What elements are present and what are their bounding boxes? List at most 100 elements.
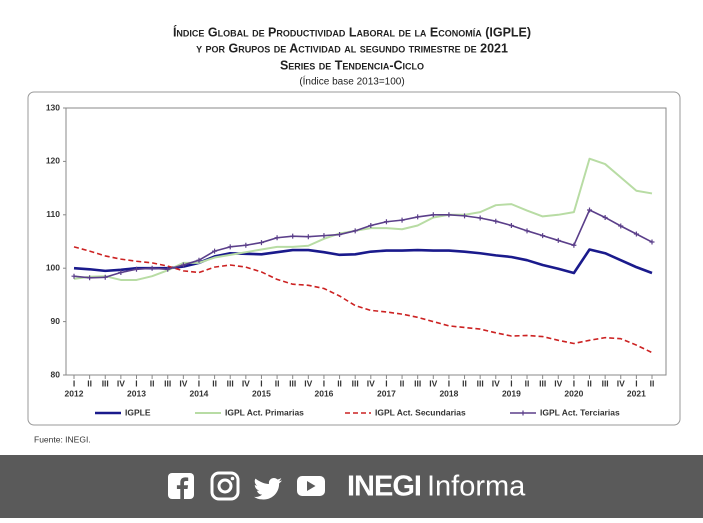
x-tick-label: III	[414, 378, 421, 388]
x-tick-label: III	[539, 378, 546, 388]
legend-label: IGPL Act. Primarias	[225, 407, 304, 417]
x-tick-label: III	[227, 378, 234, 388]
x-tick-label: III	[289, 378, 296, 388]
x-tick-label: IV	[617, 378, 625, 388]
series-marker	[555, 237, 561, 243]
x-tick-label: IV	[492, 378, 500, 388]
x-tick-label: IV	[367, 378, 375, 388]
x-group-label: 2020	[564, 388, 583, 398]
series-marker	[571, 242, 577, 248]
series-marker	[227, 244, 233, 250]
series-marker	[430, 212, 436, 218]
series-line	[73, 246, 653, 354]
chart-title: Índice Global de Productividad Laboral d…	[173, 24, 531, 39]
series-marker	[368, 222, 374, 228]
x-tick-label: I	[448, 378, 450, 388]
series-marker	[243, 242, 249, 248]
series-marker	[165, 266, 171, 272]
series-marker	[524, 228, 530, 234]
x-group-label: 2016	[314, 388, 333, 398]
chart-title: Series de Tendencia-Ciclo	[280, 58, 424, 72]
y-tick-label: 90	[51, 316, 61, 326]
series-marker	[540, 233, 546, 239]
series-marker	[352, 228, 358, 234]
x-tick-label: I	[323, 378, 325, 388]
x-tick-label: III	[102, 378, 109, 388]
chart-subtitle: (Índice base 2013=100)	[299, 75, 404, 88]
x-tick-label: I	[260, 378, 262, 388]
x-group-label: 2013	[127, 388, 146, 398]
series-marker	[602, 214, 608, 220]
series-marker	[212, 248, 218, 254]
x-tick-label: IV	[304, 378, 312, 388]
x-tick-label: IV	[117, 378, 125, 388]
x-tick-label: II	[400, 378, 405, 388]
legend-label: IGPLE	[125, 407, 151, 417]
x-tick-label: I	[198, 378, 200, 388]
x-tick-label: II	[462, 378, 467, 388]
series-marker	[446, 212, 452, 218]
y-tick-label: 120	[46, 156, 60, 166]
chart-title: y por Grupos de Actividad al segundo tri…	[196, 41, 508, 55]
series-marker	[258, 240, 264, 246]
x-tick-label: II	[525, 378, 530, 388]
y-tick-label: 130	[46, 102, 60, 112]
x-tick-label: II	[150, 378, 155, 388]
footer-band	[0, 455, 703, 518]
series-marker	[337, 232, 343, 238]
x-tick-label: III	[352, 378, 359, 388]
y-tick-label: 100	[46, 262, 60, 272]
series-marker	[102, 274, 108, 280]
series-marker	[415, 214, 421, 220]
x-tick-label: II	[275, 378, 280, 388]
x-group-label: 2017	[377, 388, 396, 398]
legend-label: IGPL Act. Terciarias	[540, 407, 620, 417]
series-marker	[462, 213, 468, 219]
series-marker	[493, 218, 499, 224]
y-tick-label: 80	[51, 369, 61, 379]
series-marker	[618, 223, 624, 229]
x-tick-label: II	[587, 378, 592, 388]
x-group-label: 2021	[627, 388, 646, 398]
source-note: Fuente: INEGI.	[34, 434, 91, 444]
x-group-label: 2018	[439, 388, 458, 398]
y-tick-label: 110	[46, 209, 60, 219]
series-marker	[587, 207, 593, 213]
x-tick-label: I	[510, 378, 512, 388]
series-marker	[399, 217, 405, 223]
series-marker	[149, 265, 155, 271]
series-marker	[305, 234, 311, 240]
series-marker	[274, 235, 280, 241]
x-group-label: 2014	[190, 388, 209, 398]
x-tick-label: I	[573, 378, 575, 388]
x-tick-label: I	[135, 378, 137, 388]
series-marker	[133, 266, 139, 272]
series-marker	[649, 239, 655, 245]
x-tick-label: IV	[179, 378, 187, 388]
x-group-label: 2012	[65, 388, 84, 398]
series-marker	[321, 233, 327, 239]
x-tick-label: I	[385, 378, 387, 388]
series-marker	[196, 257, 202, 263]
x-tick-label: IV	[554, 378, 562, 388]
x-tick-label: III	[602, 378, 609, 388]
series-marker	[383, 219, 389, 225]
series-marker	[477, 215, 483, 221]
x-group-label: 2015	[252, 388, 271, 398]
x-tick-label: II	[650, 378, 655, 388]
x-tick-label: IV	[429, 378, 437, 388]
series-marker	[180, 262, 186, 268]
social-icons	[168, 471, 325, 501]
x-tick-label: III	[477, 378, 484, 388]
series-marker	[633, 231, 639, 237]
footer-brand: INEGI	[347, 471, 421, 503]
series-marker	[71, 273, 77, 279]
series-line	[73, 209, 653, 279]
x-tick-label: IV	[242, 378, 250, 388]
x-tick-label: II	[337, 378, 342, 388]
series-marker	[290, 233, 296, 239]
series-marker	[508, 222, 514, 228]
x-group-label: 2019	[502, 388, 521, 398]
